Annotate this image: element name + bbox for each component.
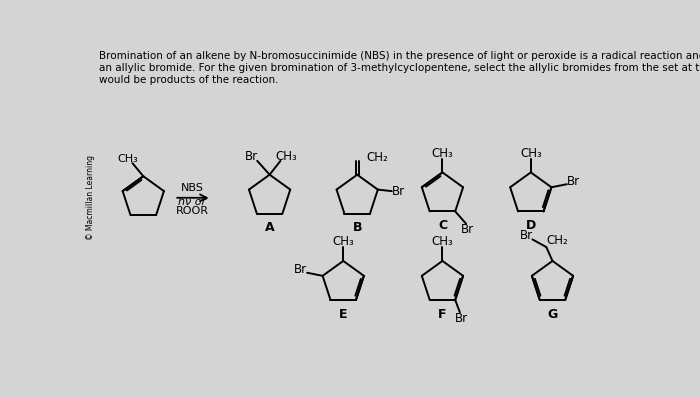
Text: A: A (265, 221, 274, 234)
Text: © Macmillan Learning: © Macmillan Learning (86, 155, 95, 240)
Text: G: G (547, 308, 558, 320)
Text: D: D (526, 219, 536, 232)
Text: Br: Br (245, 150, 258, 163)
Text: Br: Br (566, 175, 580, 188)
Text: Bromination of an alkene by N-bromosuccinimide (NBS) in the presence of light or: Bromination of an alkene by N-bromosucci… (99, 52, 700, 85)
Text: Br: Br (461, 224, 474, 236)
Text: CH₃: CH₃ (332, 235, 354, 248)
Text: hν or: hν or (178, 197, 206, 207)
Text: CH₃: CH₃ (432, 146, 454, 160)
Text: CH₃: CH₃ (432, 235, 454, 248)
Text: F: F (438, 308, 447, 320)
Text: B: B (352, 221, 362, 234)
Text: CH₃: CH₃ (520, 146, 542, 160)
Text: C: C (438, 219, 447, 232)
Text: CH₃: CH₃ (276, 150, 298, 163)
Text: CH₃: CH₃ (118, 154, 138, 164)
Text: ROOR: ROOR (176, 206, 209, 216)
Text: Br: Br (294, 263, 307, 276)
Text: Br: Br (455, 312, 468, 325)
Text: CH₂: CH₂ (367, 151, 389, 164)
Text: Br: Br (391, 185, 405, 198)
Text: E: E (339, 308, 347, 320)
Text: Br: Br (519, 229, 533, 242)
Text: CH₂: CH₂ (546, 234, 568, 247)
Text: NBS: NBS (181, 183, 204, 193)
